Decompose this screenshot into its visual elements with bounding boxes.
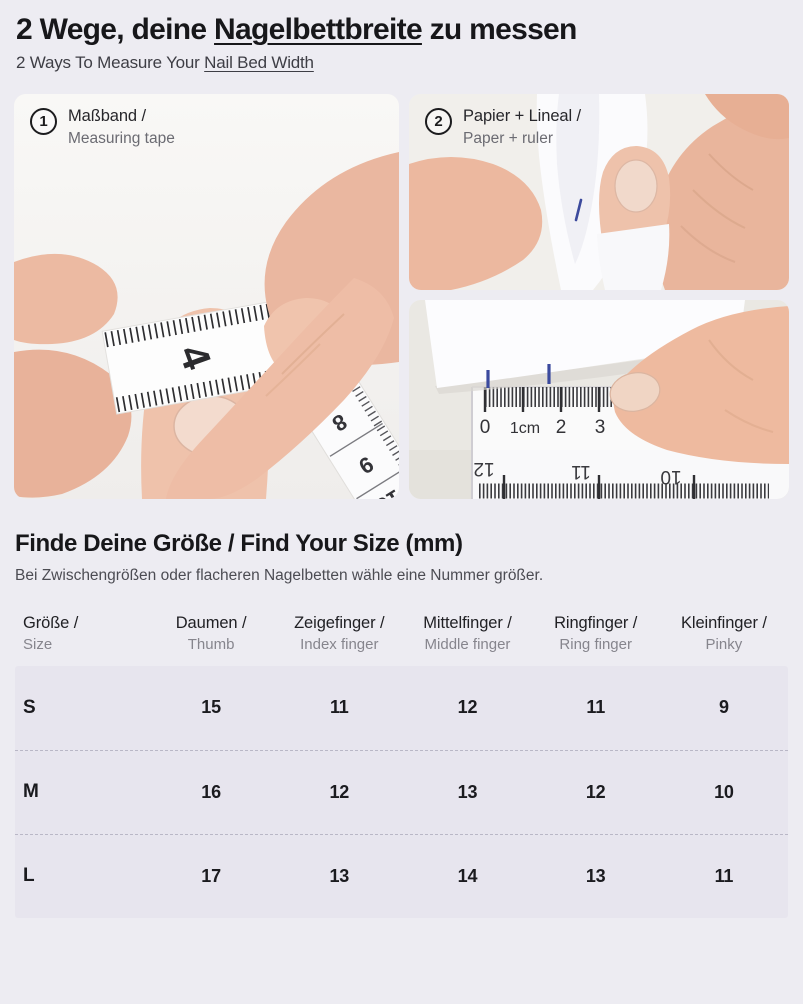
instruction-photos: 4 8 9 10 1 Maßband / M [0,93,803,499]
column-header-index-de: Zeigefinger / [294,613,385,632]
photo-measuring-tape: 4 8 9 10 1 Maßband / M [14,93,399,499]
size-section-heading: Finde Deine Größe / Find Your Size (mm) [15,529,463,557]
column-header-pinky-de: Kleinfinger / [680,613,767,632]
value-l-index: 13 [329,865,350,886]
column-header-ring-en: Ring finger [559,635,632,653]
size-label-l: L [23,865,35,887]
value-l-pinky: 11 [714,865,734,886]
table-row-m: M 16 12 13 12 10 [15,749,788,834]
column-header-ring-de: Ringfinger / [554,613,638,632]
subtitle-underlined-term: Nail Bed Width [204,52,314,72]
size-table-header: Größe / Size Daumen / Thumb Zeigefinger … [15,614,788,653]
column-header-thumb-en: Thumb [187,635,235,653]
ruler-label-1cm: 1cm [510,420,540,437]
column-header-size-de: Größe / [23,613,79,632]
step-1-badge: 1 [30,107,57,135]
column-header-middle-en: Middle finger [424,635,511,653]
column-header-pinky-en: Pinky [705,635,743,653]
value-s-pinky: 9 [718,697,729,718]
step-2-label: 2 Papier + Lineal / Paper + ruler [425,107,581,148]
title-underlined-term: Nagelbettbreite [214,13,423,46]
step-1-label-en: Measuring tape [68,129,175,147]
photo-column-right: 2 Papier + Lineal / Paper + ruler [409,93,789,499]
size-label-m: M [23,781,39,803]
ruler-illustration: 0 1cm 2 3 12 11 10 [409,299,789,499]
ruler-label-3: 3 [595,417,606,438]
photo-paper-wrap: 2 Papier + Lineal / Paper + ruler [409,93,789,290]
column-header-middle-de: Mittelfinger / [423,613,512,632]
step-2-badge: 2 [425,107,452,135]
column-header-size-en: Size [23,635,53,653]
value-s-ring: 11 [586,697,606,718]
column-header-pinky: Kleinfinger / Pinky [660,614,788,653]
column-header-middle: Mittelfinger / Middle finger [403,614,531,653]
value-s-middle: 12 [457,697,478,718]
step-2-label-en: Paper + ruler [463,129,554,147]
value-l-middle: 14 [457,865,478,886]
column-header-index: Zeigefinger / Index finger [275,614,403,653]
step-1-label-de: Maßband / [68,106,146,125]
column-header-thumb: Daumen / Thumb [147,614,275,653]
step-1-label: 1 Maßband / Measuring tape [30,107,175,148]
column-header-ring: Ringfinger / Ring finger [532,614,660,653]
size-table-body: S 15 11 12 11 9 M 16 12 13 12 10 L 17 13… [15,665,788,918]
value-m-index: 12 [329,781,350,802]
pen-mark [574,198,583,222]
size-section-note: Bei Zwischengrößen oder flacheren Nagelb… [15,566,544,584]
column-header-size: Größe / Size [15,614,147,653]
page-title: 2 Wege, deine Nagelbettbreite zu messen [16,13,787,48]
value-s-thumb: 15 [201,697,221,718]
title-prefix: 2 Wege, deine [16,13,215,46]
ruler-flipped-10: 10 [660,466,681,487]
step-2-label-de: Papier + Lineal / [463,106,582,125]
page-header: 2 Wege, deine Nagelbettbreite zu messen … [0,0,803,73]
ruler-flipped-12: 12 [473,458,494,479]
value-m-pinky: 10 [714,781,734,802]
size-section: Finde Deine Größe / Find Your Size (mm) … [0,530,803,918]
table-row-l: L 17 13 14 13 11 [15,833,788,918]
column-header-index-en: Index finger [300,635,379,653]
paper-wrap-illustration [409,93,789,290]
table-row-s: S 15 11 12 11 9 [15,666,788,750]
value-l-thumb: 17 [201,865,221,886]
title-suffix: zu messen [421,13,578,46]
size-label-s: S [23,696,36,718]
value-m-ring: 12 [585,781,606,802]
ruler-label-0: 0 [480,417,491,438]
page-subtitle: 2 Ways To Measure Your Nail Bed Width [16,53,787,73]
value-s-index: 11 [329,697,349,718]
ruler-label-2: 2 [556,417,567,438]
ruler-flipped-11: 11 [571,461,591,482]
photo-ruler: 0 1cm 2 3 12 11 10 [409,299,789,499]
value-m-thumb: 16 [201,781,221,802]
subtitle-prefix: 2 Ways To Measure Your [16,52,205,72]
column-header-thumb-de: Daumen / [175,613,247,632]
measuring-tape-illustration: 4 8 9 10 [14,93,399,499]
value-l-ring: 13 [585,865,606,886]
value-m-middle: 13 [457,781,478,802]
